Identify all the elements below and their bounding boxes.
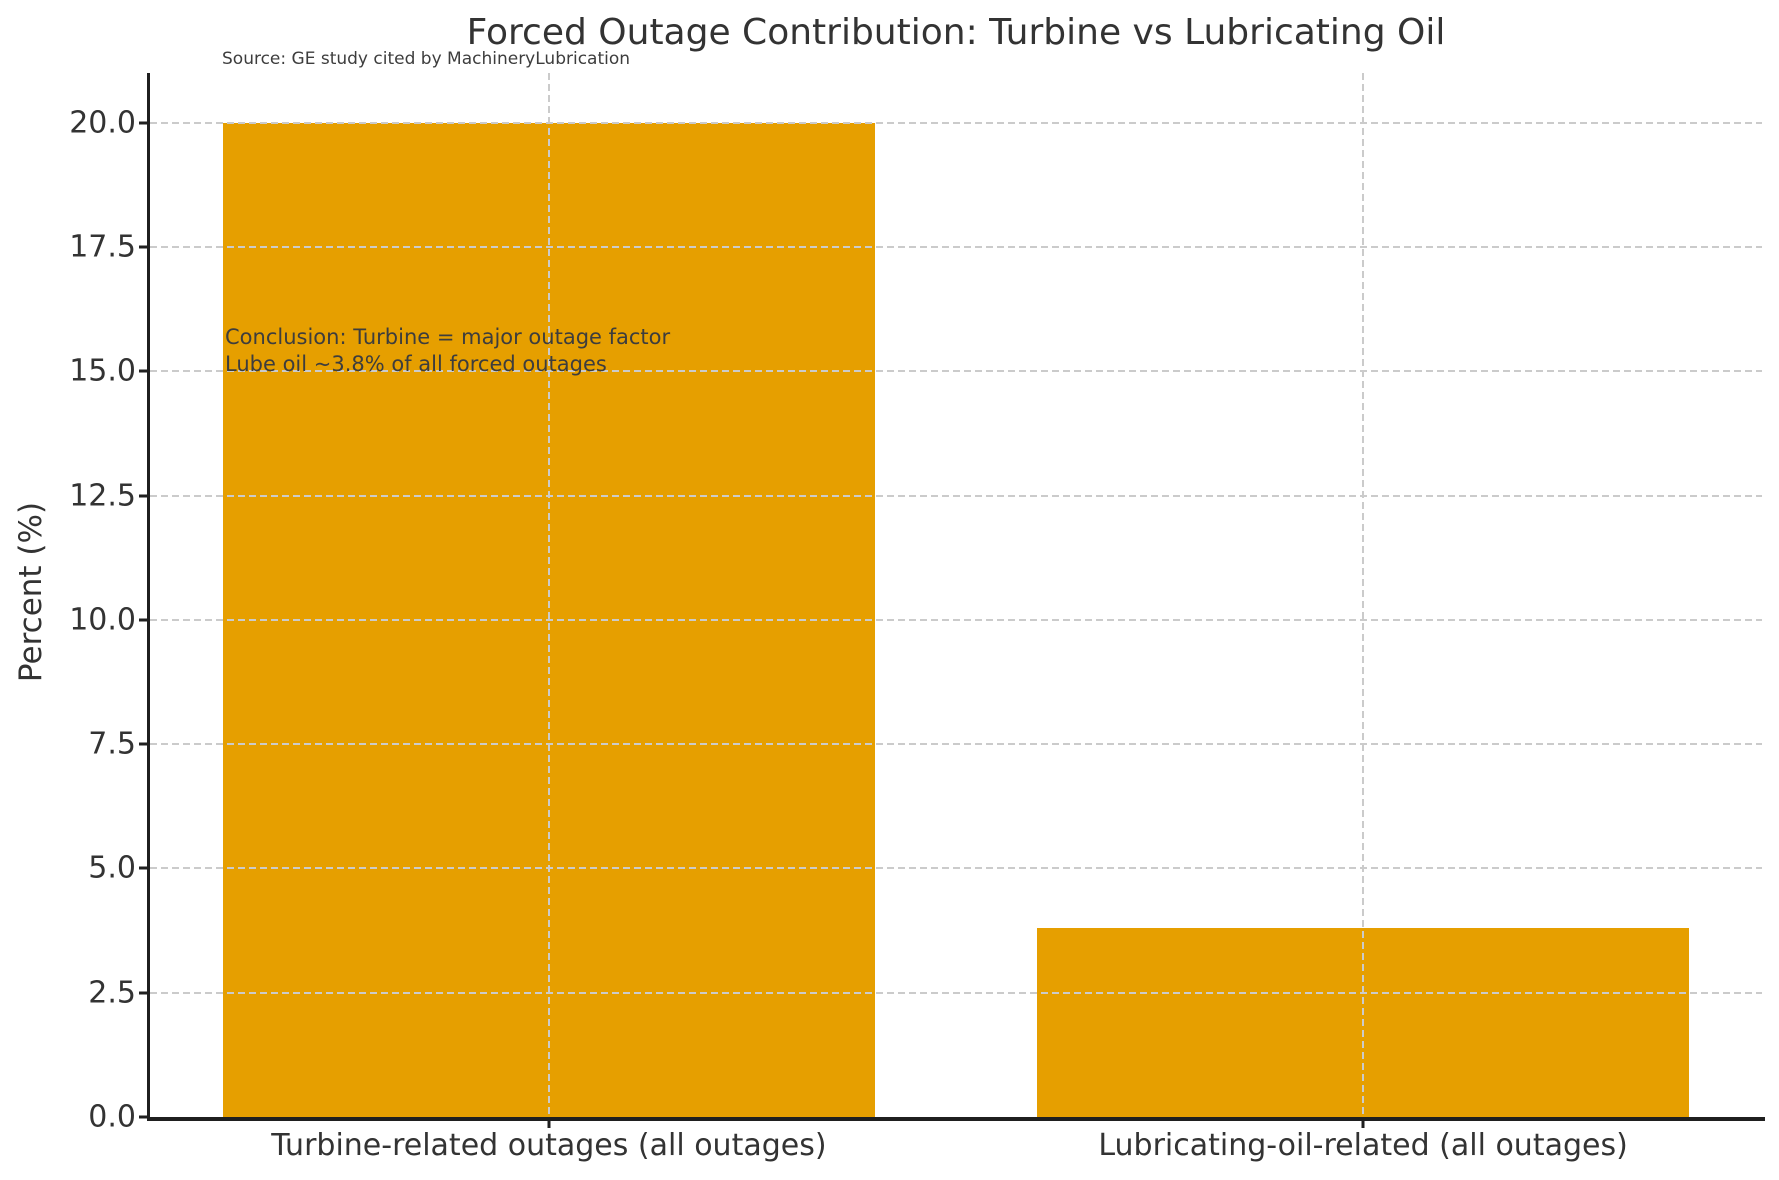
gridline-y xyxy=(150,370,1762,373)
y-tick-label: 0.0 xyxy=(88,1099,136,1135)
x-tick-label: Lubricating-oil-related (all outages) xyxy=(1098,1128,1628,1163)
gridline-y xyxy=(150,991,1762,994)
y-tick-label: 15.0 xyxy=(69,353,136,389)
y-tick-mark xyxy=(139,1115,150,1119)
annotation-line-2: Lube oil ~3.8% of all forced outages xyxy=(225,352,607,376)
gridline-y xyxy=(150,121,1762,124)
y-tick-mark xyxy=(139,742,150,746)
gridline-y xyxy=(150,618,1762,621)
gridline-y xyxy=(150,743,1762,746)
gridline-x xyxy=(547,73,550,1117)
x-tick-mark xyxy=(547,1117,551,1128)
source-note: Source: GE study cited by MachineryLubri… xyxy=(222,49,631,69)
y-tick-label: 20.0 xyxy=(69,105,136,141)
y-tick-label: 7.5 xyxy=(88,726,136,762)
y-tick-label: 12.5 xyxy=(69,478,136,514)
gridline-x xyxy=(1362,73,1365,1117)
annotation-line-1: Conclusion: Turbine = major outage facto… xyxy=(225,325,671,349)
x-axis-spine xyxy=(147,1117,1765,1121)
y-tick-mark xyxy=(139,618,150,622)
y-tick-mark xyxy=(139,121,150,125)
gridline-y xyxy=(150,494,1762,497)
x-tick-label: Turbine-related outages (all outages) xyxy=(271,1128,827,1163)
y-tick-mark xyxy=(139,245,150,249)
annotation: Conclusion: Turbine = major outage facto… xyxy=(225,324,670,378)
y-tick-mark xyxy=(139,369,150,373)
y-tick-mark xyxy=(139,991,150,995)
y-axis-spine xyxy=(147,73,150,1121)
x-tick-mark xyxy=(1361,1117,1365,1128)
y-tick-label: 5.0 xyxy=(88,850,136,886)
y-tick-label: 10.0 xyxy=(69,602,136,638)
chart-title: Forced Outage Contribution: Turbine vs L… xyxy=(466,12,1446,53)
gridline-y xyxy=(150,867,1762,870)
y-tick-label: 17.5 xyxy=(69,229,136,265)
y-axis-label: Percent (%) xyxy=(13,501,49,683)
y-tick-mark xyxy=(139,866,150,870)
plot-area: 0.0 2.5 5.0 7.5 10.0 12.5 15.0 17.5 20.0 Turbine-… xyxy=(69,73,1762,1163)
y-tick-label: 2.5 xyxy=(88,975,136,1011)
y-tick-mark xyxy=(139,494,150,498)
gridline-y xyxy=(150,246,1762,248)
